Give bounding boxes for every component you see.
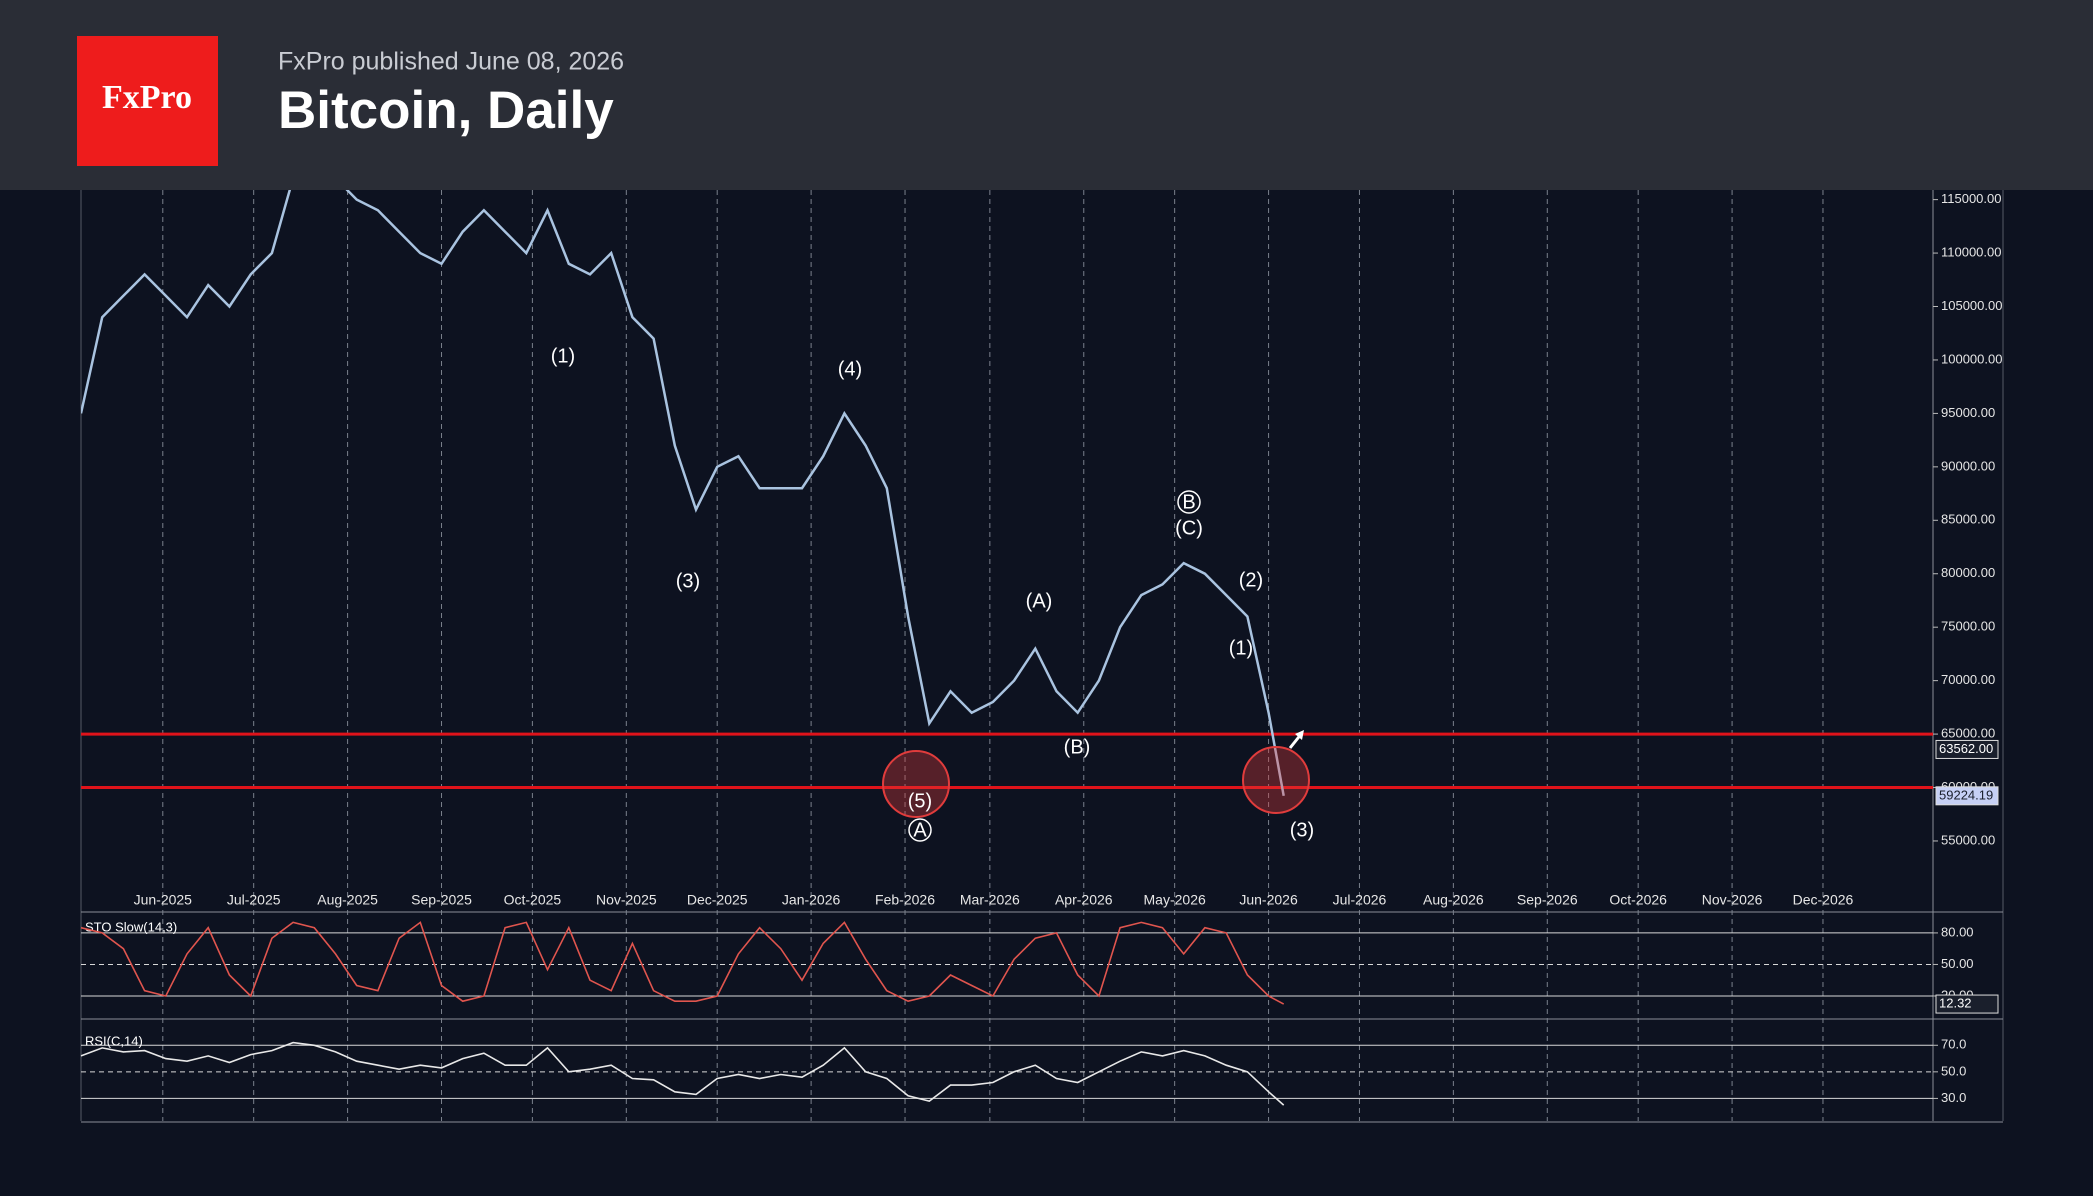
x-tick-label: Nov-2026	[1702, 892, 1763, 908]
y-tick-label: 115000.00	[1941, 191, 2002, 206]
y-tick-label: 75000.00	[1941, 619, 1995, 634]
wave-label: (1)	[551, 345, 575, 367]
series-line	[80, 1041, 1285, 1106]
wave-label: A	[913, 819, 927, 841]
x-tick-label: Feb-2026	[875, 892, 935, 908]
x-tick-label: Mar-2026	[960, 892, 1020, 908]
y-tick-label: 110000.00	[1941, 245, 2002, 260]
x-tick-label: Apr-2026	[1055, 892, 1113, 908]
wave-circle	[908, 818, 932, 842]
y-tick-label: 70000.00	[1941, 672, 1995, 687]
highlight-circle	[1242, 746, 1310, 814]
wave-circle	[1177, 490, 1201, 514]
x-tick-label: Jul-2026	[1333, 892, 1387, 908]
x-tick-label: Sep-2026	[1517, 892, 1578, 908]
y-tick-label: 100000.00	[1941, 351, 2002, 366]
logo-text: FxPro	[102, 79, 192, 116]
x-tick-label: Aug-2025	[317, 892, 378, 908]
last-value-label: 12.32	[1939, 995, 1972, 1010]
x-tick-label: Oct-2025	[504, 892, 562, 908]
wave-labels: (1) (3) (4) (5) A (A) (B) B (C) (2) (1) …	[551, 345, 1314, 842]
x-tick-label: Aug-2026	[1423, 892, 1484, 908]
x-tick-label: Nov-2025	[596, 892, 657, 908]
y-tick-label: 65000.00	[1941, 726, 1995, 741]
y-tick-label: 70.0	[1941, 1037, 1966, 1052]
x-tick-label: Jun-2026	[1239, 892, 1298, 908]
y-tick-label: 50.00	[1941, 956, 1974, 971]
x-tick-label: Jan-2026	[782, 892, 841, 908]
indicator-title: STO Slow(14,3)	[85, 919, 177, 934]
wave-label: (5)	[908, 790, 932, 812]
wave-label: (2)	[1239, 569, 1263, 591]
title: Bitcoin, Daily	[278, 81, 614, 140]
wave-label: B	[1182, 491, 1195, 513]
wave-label: (3)	[676, 570, 700, 592]
last-value-box	[1935, 786, 1999, 806]
wave-label: (A)	[1026, 590, 1053, 612]
x-tick-label: Dec-2026	[1793, 892, 1854, 908]
indicator-title: RSI(C,14)	[85, 1033, 143, 1048]
y-tick-label: 80000.00	[1941, 565, 1995, 580]
highlight-circle	[882, 750, 950, 818]
last-value-label: 59224.19	[1939, 787, 1993, 802]
y-tick-label: 90000.00	[1941, 458, 1995, 473]
x-tick-label: Sep-2025	[411, 892, 472, 908]
x-tick-label: Dec-2025	[687, 892, 748, 908]
y-tick-label: 50.0	[1941, 1063, 1966, 1078]
wave-label: (3)	[1290, 819, 1314, 841]
y-tick-label: 80.00	[1941, 924, 1974, 939]
x-tick-label: Jul-2025	[227, 892, 281, 908]
series-line	[80, 921, 1285, 1005]
y-tick-label: 105000.00	[1941, 298, 2002, 313]
x-tick-label: Jun-2025	[134, 892, 193, 908]
header-bar	[0, 0, 2093, 190]
published: FxPro published June 08, 2026	[278, 48, 624, 76]
y-tick-label: 85000.00	[1941, 512, 1995, 527]
series-line	[81, 190, 1285, 797]
x-tick-label: May-2026	[1144, 892, 1206, 908]
arrow-head	[1295, 730, 1304, 740]
y-tick-label: 55000.00	[1941, 832, 1995, 847]
wave-label: (C)	[1175, 517, 1203, 539]
last-value-box	[1935, 994, 1999, 1014]
x-tick-label: Oct-2026	[1609, 892, 1667, 908]
wave-label: (B)	[1064, 736, 1091, 758]
y-tick-label: 95000.00	[1941, 405, 1995, 420]
wave-label: (1)	[1229, 637, 1253, 659]
price-marker-label: 63562.00	[1939, 741, 1993, 756]
logo	[77, 36, 218, 166]
price-marker-box	[1935, 739, 1999, 759]
y-tick-label: 30.0	[1941, 1090, 1966, 1105]
wave-label: (4)	[838, 358, 862, 380]
